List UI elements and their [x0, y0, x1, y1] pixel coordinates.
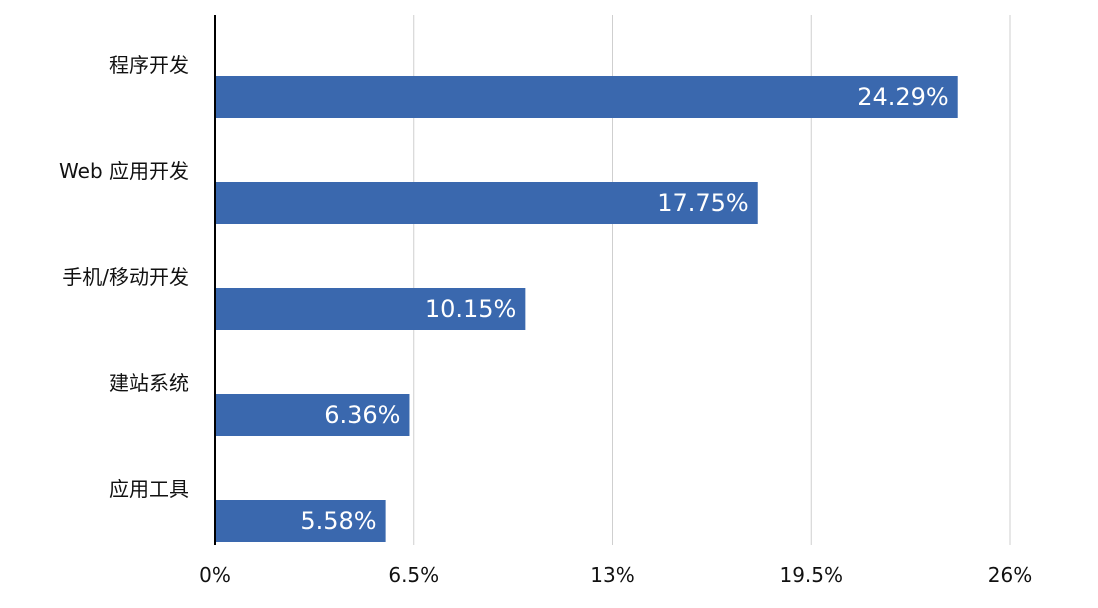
x-tick-label: 6.5%: [388, 563, 439, 587]
bar: [215, 76, 958, 118]
x-tick-label: 13%: [590, 563, 634, 587]
bar: [215, 500, 386, 542]
category-label: Web 应用开发: [59, 159, 189, 183]
category-label: 建站系统: [109, 371, 189, 395]
x-tick-label: 26%: [988, 563, 1032, 587]
data-label: 10.15%: [425, 295, 517, 323]
category-label: 手机/移动开发: [62, 265, 189, 289]
data-label: 17.75%: [657, 189, 749, 217]
bars: [215, 76, 958, 542]
x-tick-label: 19.5%: [779, 563, 843, 587]
bar: [215, 288, 526, 330]
data-label: 24.29%: [857, 83, 949, 111]
x-tick-label: 0%: [199, 563, 231, 587]
category-label: 应用工具: [109, 477, 189, 501]
data-label: 5.58%: [300, 507, 376, 535]
bar: [215, 182, 758, 224]
tick-labels: 0% 6.5% 13% 19.5% 26%: [199, 563, 1032, 587]
category-label: 程序开发: [109, 53, 189, 77]
bar: [215, 394, 410, 436]
data-label: 6.36%: [324, 401, 400, 429]
data-labels: 24.29% 17.75% 10.15% 6.36% 5.58%: [300, 83, 948, 535]
